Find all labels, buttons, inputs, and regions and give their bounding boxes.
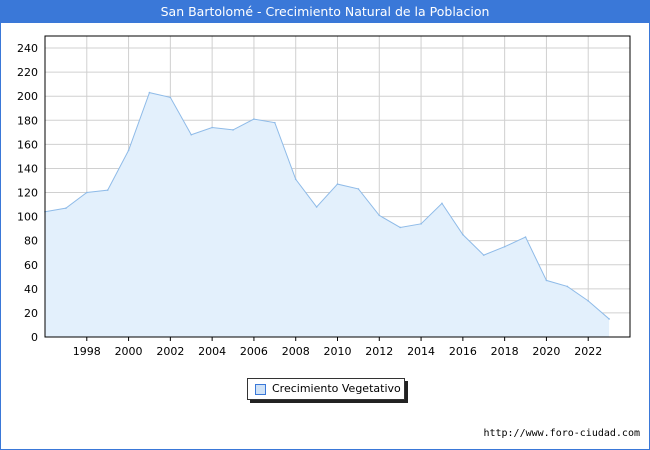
series-area	[44, 91, 610, 337]
y-tick-label: 240	[17, 42, 38, 55]
series-fill	[45, 92, 610, 337]
chart-title: San Bartolomé - Crecimiento Natural de l…	[0, 0, 650, 23]
data-point	[169, 96, 172, 99]
x-tick-label: 2002	[156, 345, 184, 358]
x-tick-label: 1998	[73, 345, 101, 358]
x-tick-label: 2022	[574, 345, 602, 358]
data-point	[294, 178, 297, 181]
axes: 0 20 40 60 80 100 120 140 160 180 200 220 240 1998 200…	[17, 35, 631, 358]
data-point	[357, 188, 360, 190]
y-tick-label: 0	[31, 331, 38, 344]
legend-label: Crecimiento Vegetativo	[272, 382, 401, 395]
data-point	[441, 202, 443, 205]
data-point	[336, 183, 339, 185]
y-tick-label: 20	[24, 307, 38, 320]
data-point	[85, 191, 88, 194]
data-point	[106, 189, 109, 191]
y-tick-label: 140	[17, 162, 38, 175]
data-point	[127, 149, 130, 152]
data-point	[524, 236, 527, 238]
data-point	[420, 223, 422, 225]
legend-swatch-icon	[255, 384, 266, 395]
x-tick-label: 2000	[115, 345, 143, 358]
x-tick-label: 2018	[491, 345, 519, 358]
x-tick-label: 2006	[240, 345, 268, 358]
data-point	[503, 245, 506, 248]
x-tick-label: 2004	[198, 345, 226, 358]
data-point	[190, 133, 193, 136]
data-point	[399, 226, 401, 229]
data-point	[482, 254, 485, 256]
x-tick-label: 2020	[532, 345, 560, 358]
x-tick-label: 2012	[365, 345, 393, 358]
data-point	[253, 118, 255, 120]
data-point	[274, 121, 276, 124]
data-point	[545, 279, 548, 282]
y-tick-label: 60	[24, 259, 38, 272]
x-tick-label: 2014	[407, 345, 435, 358]
y-tick-label: 40	[24, 283, 38, 296]
y-tick-label: 120	[17, 187, 38, 200]
data-point	[232, 129, 234, 131]
legend: Crecimiento Vegetativo	[247, 378, 405, 400]
data-point	[462, 233, 464, 236]
y-tick-label: 100	[17, 211, 38, 224]
source-url[interactable]: http://www.foro-ciudad.com	[483, 428, 640, 439]
plot-border	[44, 35, 631, 338]
y-tick-label: 200	[17, 90, 38, 103]
y-tick-label: 160	[17, 138, 38, 151]
data-point	[211, 126, 213, 129]
x-tick-label: 2016	[449, 345, 477, 358]
y-tick-label: 180	[17, 114, 38, 127]
series-line	[44, 92, 610, 320]
data-point	[148, 91, 151, 94]
data-point	[566, 285, 569, 288]
data-point	[378, 214, 381, 217]
data-point	[65, 207, 67, 209]
y-tick-label: 220	[17, 66, 38, 79]
x-tick-label: 2010	[324, 345, 352, 358]
x-tick-label: 2008	[282, 345, 310, 358]
data-point	[587, 300, 590, 302]
y-tick-label: 80	[24, 235, 38, 248]
data-point	[608, 318, 610, 320]
data-point	[315, 206, 318, 208]
